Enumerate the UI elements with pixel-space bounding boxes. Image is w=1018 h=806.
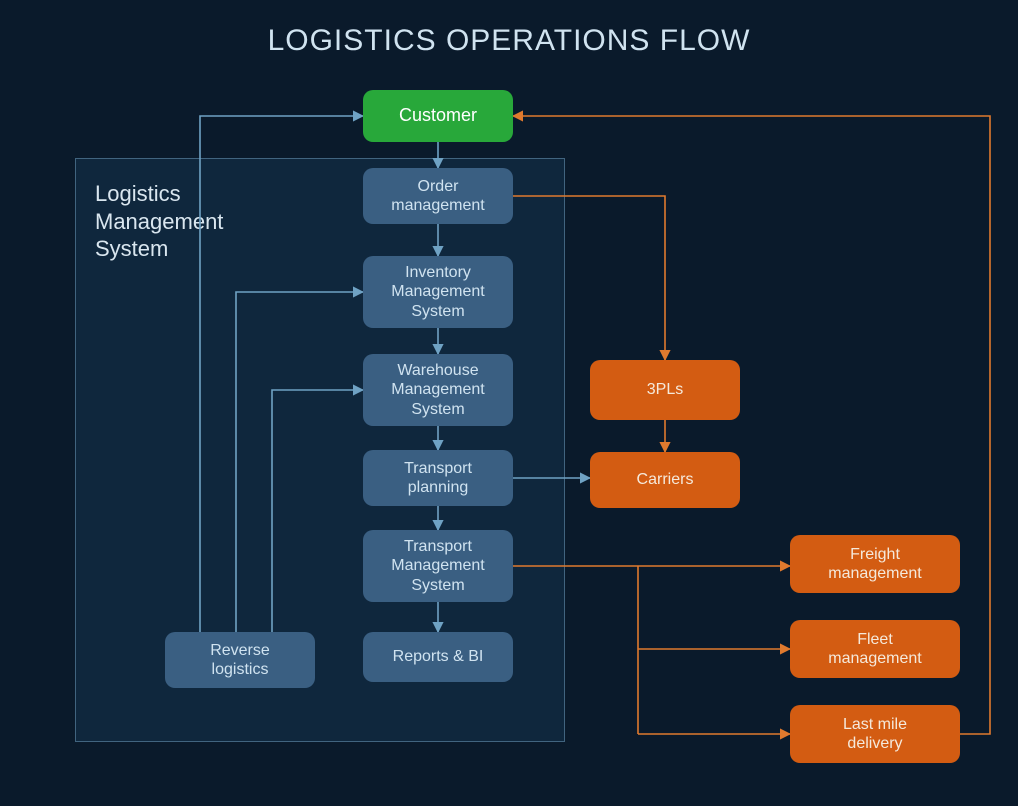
node-carriers: Carriers	[590, 452, 740, 508]
node-warehouse: WarehouseManagementSystem	[363, 354, 513, 426]
lms-group-label: Logistics Management System	[95, 180, 223, 263]
node-tms: TransportManagementSystem	[363, 530, 513, 602]
node-freight: Freightmanagement	[790, 535, 960, 593]
diagram-canvas: LOGISTICS OPERATIONS FLOW Logistics Mana…	[0, 0, 1018, 806]
node-fleet: Fleetmanagement	[790, 620, 960, 678]
node-reverse: Reverselogistics	[165, 632, 315, 688]
node-inventory: InventoryManagementSystem	[363, 256, 513, 328]
node-order_mgmt: Ordermanagement	[363, 168, 513, 224]
node-reports: Reports & BI	[363, 632, 513, 682]
node-tplan: Transportplanning	[363, 450, 513, 506]
node-customer: Customer	[363, 90, 513, 142]
diagram-title: LOGISTICS OPERATIONS FLOW	[0, 24, 1018, 58]
node-threepl: 3PLs	[590, 360, 740, 420]
node-lastmile: Last miledelivery	[790, 705, 960, 763]
